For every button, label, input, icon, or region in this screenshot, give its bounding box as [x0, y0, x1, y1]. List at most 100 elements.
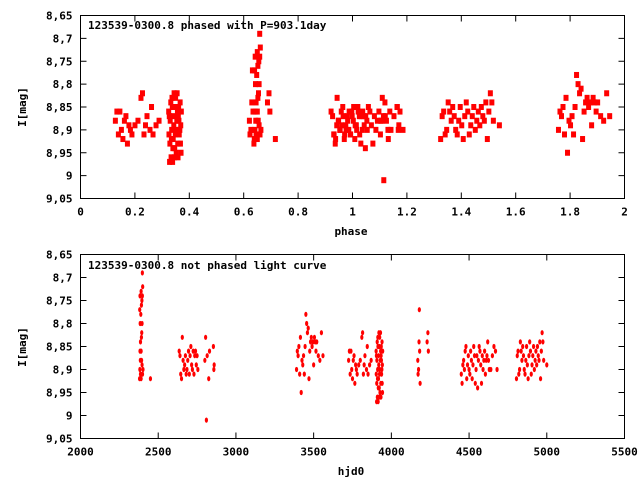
- plot-frame: [80, 254, 625, 439]
- data-point: [517, 371, 521, 377]
- data-point: [361, 113, 367, 120]
- data-point: [138, 371, 143, 377]
- data-point: [380, 113, 386, 120]
- data-point: [179, 371, 183, 377]
- data-point: [528, 339, 532, 345]
- data-point: [583, 99, 589, 106]
- data-point: [484, 136, 490, 143]
- data-point: [380, 339, 384, 345]
- data-point: [531, 343, 536, 350]
- x-tick-label: 0.6: [234, 206, 254, 219]
- data-point: [467, 366, 471, 373]
- data-point: [343, 126, 349, 133]
- data-point: [493, 348, 498, 354]
- x-tick-label: 2500: [145, 446, 172, 459]
- data-point: [350, 376, 355, 382]
- data-point: [535, 343, 540, 350]
- data-point: [351, 357, 355, 363]
- data-point: [387, 108, 393, 115]
- data-point: [178, 149, 184, 156]
- data-point: [483, 348, 487, 354]
- data-point: [377, 131, 383, 138]
- y-tick-label: 9,05: [46, 433, 73, 446]
- data-point: [141, 284, 145, 290]
- data-point: [462, 357, 466, 363]
- data-point: [607, 113, 613, 120]
- data-point: [361, 330, 365, 336]
- data-point: [340, 104, 346, 110]
- data-point: [194, 362, 198, 368]
- data-point: [295, 348, 299, 354]
- data-point: [426, 330, 430, 336]
- data-point: [349, 108, 355, 115]
- data-point: [204, 334, 208, 340]
- data-point: [568, 122, 574, 129]
- data-point: [476, 385, 480, 391]
- data-point: [305, 330, 310, 336]
- data-point: [142, 122, 148, 129]
- data-point: [195, 353, 199, 359]
- data-point: [304, 311, 308, 317]
- data-point: [460, 380, 464, 386]
- data-point: [484, 357, 488, 363]
- data-point: [348, 371, 352, 377]
- data-point: [377, 371, 382, 377]
- data-point: [193, 353, 197, 359]
- data-point: [181, 357, 185, 363]
- data-point: [379, 357, 384, 363]
- data-point: [368, 122, 374, 129]
- data-point: [516, 348, 520, 354]
- data-point: [380, 389, 385, 396]
- data-point: [272, 136, 278, 143]
- data-point: [139, 288, 143, 294]
- data-point: [139, 302, 144, 308]
- data-point: [360, 334, 364, 340]
- data-point: [191, 348, 195, 354]
- data-point: [362, 145, 368, 152]
- data-point: [355, 371, 359, 377]
- x-tick-label: 3000: [223, 446, 250, 459]
- data-point: [367, 108, 373, 115]
- data-point: [454, 131, 460, 138]
- data-point: [132, 122, 138, 129]
- data-point: [140, 330, 144, 336]
- data-point: [178, 353, 182, 359]
- data-point: [315, 339, 319, 345]
- x-tick-label: 5000: [534, 446, 561, 459]
- plot-title: 123539-0300.8 phased with P=903.1day: [88, 19, 327, 32]
- data-point: [478, 104, 484, 110]
- data-point: [486, 357, 491, 363]
- data-point: [186, 348, 191, 354]
- data-point: [299, 389, 303, 396]
- data-point: [397, 108, 403, 115]
- data-point: [297, 343, 301, 350]
- data-point: [355, 104, 361, 110]
- data-point: [139, 357, 144, 363]
- data-point: [342, 131, 348, 138]
- data-point: [173, 149, 179, 156]
- data-point: [296, 353, 300, 359]
- data-point: [334, 94, 340, 101]
- data-point: [255, 117, 261, 124]
- data-point: [379, 117, 385, 124]
- data-point: [139, 90, 145, 97]
- data-point: [303, 343, 307, 350]
- data-point: [171, 154, 177, 161]
- data-point: [465, 376, 469, 382]
- data-point: [534, 348, 538, 354]
- x-tick-label: 1: [349, 206, 356, 219]
- data-point: [255, 94, 261, 101]
- data-point: [361, 371, 365, 377]
- data-point: [341, 136, 347, 143]
- data-point: [178, 122, 184, 129]
- data-point: [257, 30, 263, 37]
- data-point: [457, 104, 463, 110]
- data-point: [203, 357, 207, 363]
- data-point: [385, 126, 391, 133]
- data-point: [359, 126, 365, 133]
- data-point: [171, 122, 177, 129]
- data-point: [343, 122, 349, 129]
- data-point: [465, 108, 471, 115]
- data-point: [187, 371, 191, 377]
- data-point: [473, 380, 477, 386]
